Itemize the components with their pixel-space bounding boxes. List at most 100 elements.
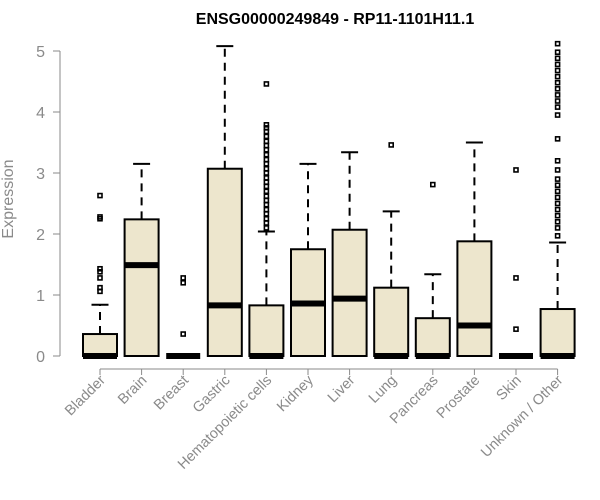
box-group [248,81,285,359]
outlier-point [554,73,561,80]
outlier-point [97,192,103,199]
box-iqr [414,317,451,357]
outlier-point [554,112,561,118]
outlier-point [263,225,270,231]
box-group [82,192,118,359]
box-group [456,141,493,358]
outlier-point [554,225,561,231]
box-iqr [248,304,285,357]
outlier-point [513,167,519,173]
box-group [331,151,368,357]
outlier-point [97,265,103,272]
outlier-point [263,81,270,87]
outlier-point [180,279,186,286]
outlier-point [263,206,270,213]
y-tick-label: 2 [36,227,45,244]
x-tick-label: Skin [494,373,525,404]
outlier-point [554,176,561,182]
outlier-point [180,275,186,281]
outlier-point [554,79,561,86]
outlier-point [388,142,395,148]
outlier-point [263,201,270,208]
outlier-point [263,161,270,167]
outlier-point [263,193,270,199]
y-tick-label: 0 [36,349,45,366]
outlier-point [554,194,561,201]
outlier-point [554,55,561,62]
y-tick-label: 1 [36,288,45,305]
outlier-point [180,331,186,337]
outlier-point [97,214,103,220]
outlier-point [263,138,270,145]
outlier-point [554,188,561,195]
box-iqr [539,308,576,357]
outlier-point [513,275,519,281]
outlier-point [554,182,561,188]
x-tick-label: Breast [151,373,192,414]
outlier-point [263,125,270,131]
outlier-point [97,284,103,291]
outlier-point [263,197,270,204]
outlier-point [554,158,561,164]
outlier-point [97,275,103,281]
box-group [373,142,410,359]
outlier-point [263,156,270,163]
outlier-point [554,167,561,173]
x-tick-label: Liver [325,372,359,406]
box-iqr [331,228,368,357]
outlier-point [429,181,436,188]
x-tick-label: Kidney [274,372,317,415]
outlier-point [263,165,270,172]
outlier-point [554,219,561,225]
box-group [499,167,533,359]
box-group [206,45,243,357]
outlier-point [554,136,561,142]
y-axis: 0 1 2 3 4 5 [36,44,61,366]
outlier-point [263,122,270,128]
outlier-point [554,86,561,92]
y-axis-label: Expression [0,159,17,238]
box-group [166,275,201,359]
outlier-point [263,133,270,140]
x-tick-label: Prostate [434,373,483,422]
plot-area [82,40,576,359]
chart-title: ENSG00000249849 - RP11-1101H11.1 [196,11,475,28]
outlier-point [554,233,561,239]
outlier-point [554,49,561,56]
outlier-point [554,67,561,74]
outlier-point [513,326,519,332]
outlier-point [554,206,561,213]
outlier-point [554,212,561,219]
x-tick-label: Bladder [62,372,109,419]
outlier-point [97,269,103,275]
outlier-point [554,200,561,207]
x-tick-label: Brain [115,373,150,408]
box-group [539,40,576,359]
box-group [123,162,160,357]
box-iqr [456,240,493,358]
outlier-point [263,188,270,195]
outlier-point [263,175,270,181]
box-iqr [82,333,118,358]
outlier-point [554,40,561,47]
box-iqr [373,286,410,357]
outlier-point [554,98,561,104]
outlier-point [263,142,270,149]
outlier-point [263,211,270,217]
outlier-point [263,147,270,153]
outlier-point [263,220,270,226]
outlier-point [554,92,561,98]
outlier-point [263,183,270,190]
y-tick-label: 5 [36,44,45,61]
outlier-point [554,61,561,68]
box-iqr [206,167,243,357]
outlier-point [263,215,270,222]
outlier-point [263,151,270,158]
outlier-point [263,179,270,185]
box-group [290,162,326,357]
outlier-point [554,104,561,110]
y-tick-label: 4 [36,105,45,122]
box-group [414,181,451,359]
